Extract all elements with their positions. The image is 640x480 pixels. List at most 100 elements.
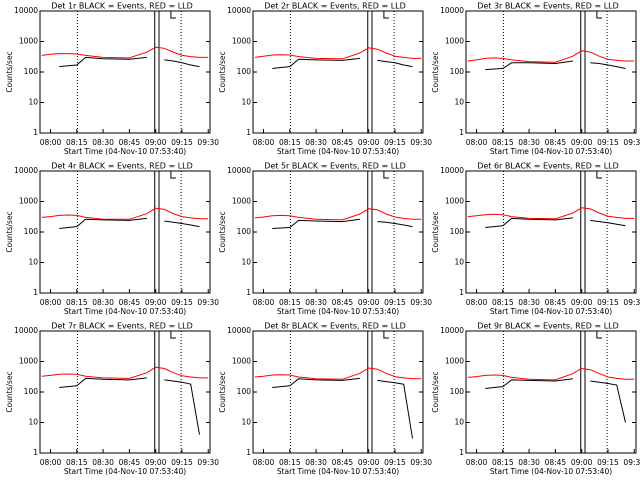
x-axis-label: Start Time (04-Nov-10 07:53:40) (490, 307, 612, 316)
x-tick-label: 09:15 (384, 458, 406, 467)
series-line (41, 366, 209, 379)
y-tick-label: 1 (33, 128, 38, 137)
plot-frame (39, 10, 211, 134)
series-line (485, 378, 626, 423)
x-tick-label: 09:15 (384, 298, 406, 307)
panel: Det 2r BLACK = Events, RED = LLD 1 10 100 10… (218, 2, 432, 157)
x-axis-label: Start Time (04-Nov-10 07:53:40) (277, 467, 399, 476)
y-axis-label: Counts/sec (431, 211, 440, 252)
panel-title: Det 2r BLACK = Events, RED = LLD (264, 2, 406, 11)
x-tick-label: 08:30 (305, 298, 327, 307)
panel-title: Det 5r BLACK = Events, RED = LLD (264, 162, 406, 171)
panel-title: Det 6r BLACK = Events, RED = LLD (477, 162, 619, 171)
x-tick-label: 08:15 (279, 298, 301, 307)
y-axis-label: Counts/sec (218, 51, 227, 92)
x-tick-label: 08:45 (119, 298, 141, 307)
x-tick-label: 08:45 (119, 138, 141, 147)
plot-frame (465, 10, 637, 134)
l-marker (383, 171, 389, 179)
y-tick-label: 10 (28, 98, 38, 107)
series-line (41, 207, 209, 220)
x-tick-label: 09:00 (571, 458, 593, 467)
series-line (467, 50, 635, 63)
series-line (485, 217, 626, 228)
y-tick-label: 1000 (232, 37, 251, 46)
y-tick-label: 10 (241, 258, 251, 267)
y-tick-label: 1 (459, 448, 464, 457)
x-tick-label: 09:30 (410, 458, 432, 467)
y-axis-label: Counts/sec (5, 51, 14, 92)
y-tick-label: 1 (246, 448, 251, 457)
y-tick-label: 1000 (232, 357, 251, 366)
x-tick-label: 09:30 (623, 138, 640, 147)
panel-title: Det 8r BLACK = Events, RED = LLD (264, 322, 406, 331)
l-marker (170, 331, 176, 339)
y-tick-label: 10 (241, 418, 251, 427)
y-tick-label: 1000 (445, 197, 464, 206)
plot-frame (252, 170, 424, 294)
l-marker (170, 11, 176, 19)
series-line (254, 208, 422, 221)
y-tick-label: 100 (24, 67, 39, 76)
x-tick-label: 09:00 (145, 298, 167, 307)
panel: Det 8r BLACK = Events, RED = LLD 1 10 100 10… (218, 322, 432, 477)
series-line (59, 56, 200, 68)
panel-title: Det 1r BLACK = Events, RED = LLD (51, 2, 193, 11)
series-line (272, 57, 413, 69)
series-line (254, 47, 422, 60)
panel: Det 1r BLACK = Events, RED = LLD 1 10 100 10… (5, 2, 219, 157)
x-tick-label: 08:00 (40, 138, 62, 147)
y-tick-label: 10 (454, 98, 464, 107)
x-tick-label: 08:30 (518, 138, 540, 147)
y-tick-label: 10000 (14, 6, 38, 15)
x-tick-label: 09:30 (623, 458, 640, 467)
y-tick-label: 10 (28, 418, 38, 427)
y-tick-label: 10 (28, 258, 38, 267)
x-tick-label: 08:30 (305, 458, 327, 467)
x-tick-label: 09:00 (358, 458, 380, 467)
x-tick-label: 09:15 (597, 298, 619, 307)
x-tick-label: 08:30 (518, 298, 540, 307)
x-tick-label: 08:15 (279, 138, 301, 147)
y-axis-label: Counts/sec (5, 211, 14, 252)
x-tick-label: 09:30 (410, 298, 432, 307)
plot-frame (465, 330, 637, 454)
x-tick-label: 08:00 (466, 458, 488, 467)
x-tick-label: 08:15 (492, 298, 514, 307)
l-marker (383, 331, 389, 339)
x-tick-label: 09:15 (171, 458, 193, 467)
l-marker (596, 11, 602, 19)
panel: Det 7r BLACK = Events, RED = LLD 1 10 100 10… (5, 322, 219, 477)
y-tick-label: 1 (459, 128, 464, 137)
x-axis-label: Start Time (04-Nov-10 07:53:40) (64, 147, 186, 156)
x-tick-label: 08:00 (253, 458, 275, 467)
y-tick-label: 100 (450, 387, 465, 396)
y-tick-label: 10000 (227, 166, 251, 175)
y-tick-label: 1 (246, 128, 251, 137)
series-line (272, 218, 413, 229)
panel-title: Det 9r BLACK = Events, RED = LLD (477, 322, 619, 331)
y-axis-label: Counts/sec (431, 371, 440, 412)
x-tick-label: 08:30 (92, 458, 114, 467)
plot-frame (252, 330, 424, 454)
y-tick-label: 1 (33, 288, 38, 297)
x-tick-label: 08:45 (332, 138, 354, 147)
x-tick-label: 08:45 (332, 458, 354, 467)
y-tick-label: 10000 (440, 326, 464, 335)
x-tick-label: 09:00 (145, 138, 167, 147)
l-marker (596, 331, 602, 339)
x-tick-label: 08:45 (332, 298, 354, 307)
x-tick-label: 08:30 (92, 138, 114, 147)
y-tick-label: 1000 (19, 357, 38, 366)
x-tick-label: 08:15 (66, 138, 88, 147)
x-tick-label: 08:30 (518, 458, 540, 467)
x-axis-label: Start Time (04-Nov-10 07:53:40) (64, 307, 186, 316)
x-tick-label: 09:15 (171, 298, 193, 307)
x-tick-label: 08:00 (253, 298, 275, 307)
x-tick-label: 08:15 (279, 458, 301, 467)
y-tick-label: 1 (459, 288, 464, 297)
x-axis-label: Start Time (04-Nov-10 07:53:40) (490, 147, 612, 156)
y-tick-label: 10 (454, 418, 464, 427)
x-axis-label: Start Time (04-Nov-10 07:53:40) (490, 467, 612, 476)
l-marker (383, 11, 389, 19)
